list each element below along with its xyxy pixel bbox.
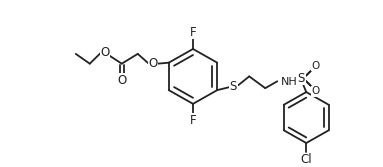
Text: Cl: Cl xyxy=(300,153,312,166)
Text: O: O xyxy=(311,61,319,71)
Text: O: O xyxy=(100,46,110,59)
Text: NH: NH xyxy=(281,77,298,87)
Text: S: S xyxy=(229,80,237,93)
Text: F: F xyxy=(190,26,196,39)
Text: O: O xyxy=(148,57,157,70)
Text: O: O xyxy=(311,86,319,96)
Text: F: F xyxy=(190,114,196,127)
Text: S: S xyxy=(298,72,305,85)
Text: O: O xyxy=(117,74,126,87)
